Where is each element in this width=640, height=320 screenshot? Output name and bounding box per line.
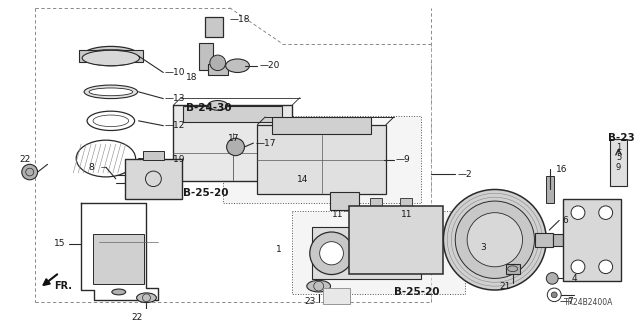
Bar [536, 233, 553, 246]
Text: TR24B2400A: TR24B2400A [564, 298, 614, 307]
Text: 22: 22 [20, 155, 31, 164]
Text: 1: 1 [276, 245, 282, 254]
Text: 11: 11 [332, 210, 343, 219]
Bar [370, 198, 382, 206]
Text: 18: 18 [186, 73, 198, 82]
Circle shape [599, 260, 612, 274]
Text: 5: 5 [616, 153, 621, 162]
Text: —19: —19 [164, 155, 185, 164]
Text: 3: 3 [480, 243, 486, 252]
Circle shape [571, 206, 585, 220]
Ellipse shape [89, 88, 132, 96]
Bar [610, 139, 627, 186]
Bar [563, 199, 621, 281]
Text: 1: 1 [616, 143, 621, 152]
Ellipse shape [93, 115, 129, 127]
Circle shape [227, 138, 244, 156]
Bar [506, 264, 520, 274]
Ellipse shape [112, 289, 125, 295]
Text: —13: —13 [164, 94, 185, 103]
Ellipse shape [398, 212, 413, 223]
Text: 9: 9 [616, 163, 621, 172]
Ellipse shape [339, 212, 355, 223]
Bar [223, 116, 420, 203]
Ellipse shape [82, 50, 140, 66]
Ellipse shape [208, 100, 228, 110]
Text: —10: —10 [164, 68, 185, 77]
Bar [553, 234, 565, 245]
Text: B-25-20: B-25-20 [394, 287, 440, 297]
Text: —2: —2 [457, 170, 472, 179]
Text: 11: 11 [401, 210, 412, 219]
Bar [312, 227, 420, 279]
Text: B-24-30: B-24-30 [186, 103, 232, 113]
Circle shape [571, 260, 585, 274]
Bar [349, 206, 443, 274]
Text: 15: 15 [54, 239, 66, 248]
Ellipse shape [226, 59, 250, 73]
Bar [547, 176, 554, 203]
Bar [199, 43, 212, 70]
Bar [125, 158, 182, 199]
Circle shape [310, 232, 353, 275]
Bar [93, 234, 145, 284]
Bar [183, 106, 282, 122]
Circle shape [599, 206, 612, 220]
Text: 4: 4 [572, 274, 578, 283]
Bar [323, 288, 350, 304]
Bar [173, 105, 292, 181]
Ellipse shape [368, 212, 384, 223]
Ellipse shape [307, 280, 330, 292]
Bar [257, 125, 386, 194]
Text: 22: 22 [131, 313, 142, 320]
Text: B-23: B-23 [607, 133, 634, 143]
Bar [272, 117, 371, 134]
Text: —18: —18 [230, 15, 250, 24]
Text: 23: 23 [305, 297, 316, 306]
Text: 21: 21 [500, 282, 511, 291]
Ellipse shape [82, 46, 140, 66]
Text: —7: —7 [559, 297, 574, 306]
Text: B-25-20: B-25-20 [183, 188, 228, 198]
Circle shape [210, 55, 226, 71]
Text: 6: 6 [562, 216, 568, 225]
Circle shape [467, 213, 522, 267]
Bar [330, 192, 359, 210]
Text: —20: —20 [259, 61, 280, 70]
Text: —12: —12 [164, 121, 185, 130]
Text: FR.: FR. [54, 281, 72, 291]
Text: 14: 14 [297, 175, 308, 184]
Text: 8: 8 [88, 163, 94, 172]
Bar [328, 226, 349, 253]
Text: —17: —17 [255, 139, 276, 148]
Text: 17: 17 [228, 134, 239, 143]
Bar [400, 198, 412, 206]
Bar [143, 151, 164, 160]
Circle shape [442, 226, 469, 253]
Circle shape [455, 201, 534, 278]
Circle shape [547, 273, 558, 284]
Bar [208, 64, 228, 76]
Circle shape [551, 292, 557, 298]
Circle shape [22, 164, 38, 180]
Bar [292, 211, 465, 294]
Ellipse shape [136, 293, 156, 303]
Bar [79, 50, 143, 62]
Ellipse shape [84, 85, 138, 99]
Text: —9: —9 [396, 155, 411, 164]
Circle shape [444, 189, 547, 290]
Bar [340, 198, 353, 206]
Circle shape [319, 242, 344, 265]
Bar [205, 17, 223, 37]
Ellipse shape [266, 174, 284, 186]
Text: 16: 16 [556, 165, 568, 174]
